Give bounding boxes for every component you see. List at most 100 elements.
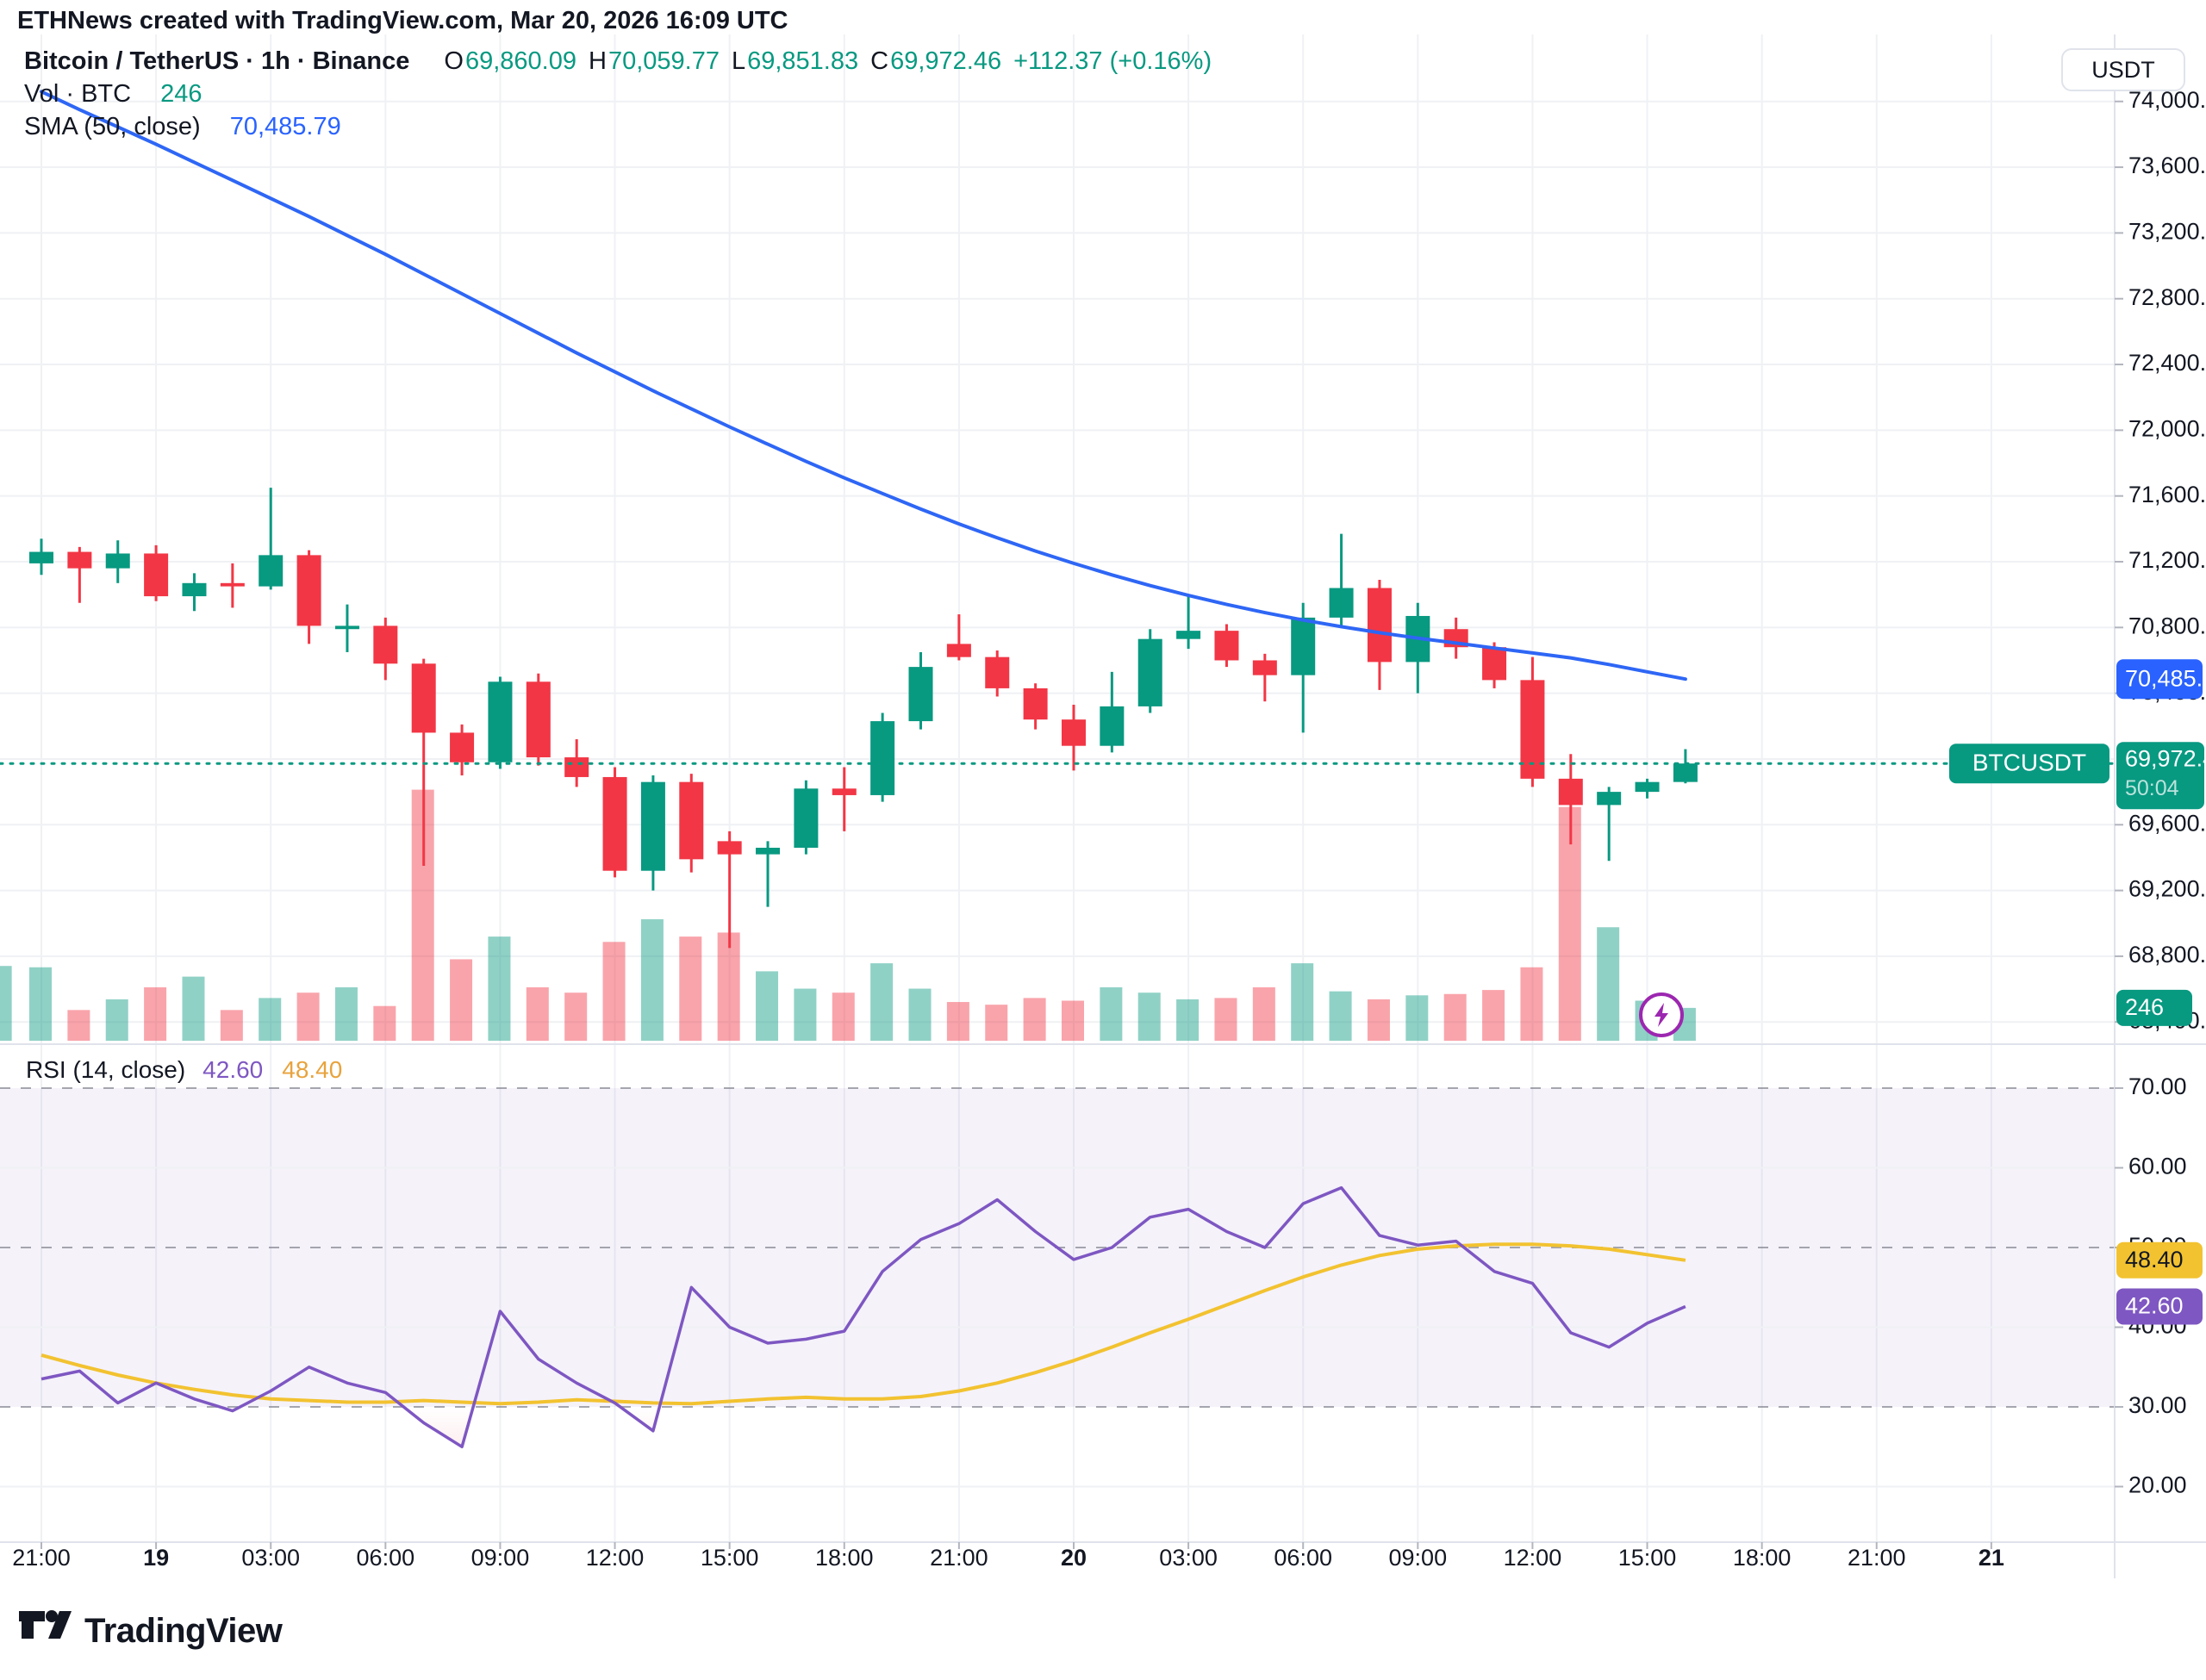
volume-value-tag-bg	[2116, 989, 2192, 1026]
volume-bar	[259, 998, 282, 1041]
symbol-price-label-bg	[1949, 744, 2109, 784]
candle	[1367, 579, 1392, 690]
price-axis-label: 72,800.00	[2128, 284, 2206, 310]
candle	[259, 488, 284, 590]
sma-label: SMA (50, close)	[24, 113, 201, 140]
current-price-tag: 69,972.46 50:04	[2116, 742, 2206, 810]
price-axis-label: 70,800.00	[2128, 613, 2206, 638]
volume-bar	[1520, 967, 1543, 1041]
volume-bar	[985, 1005, 1008, 1041]
candle	[296, 550, 321, 644]
currency-usdt-button[interactable]: USDT	[2061, 48, 2185, 91]
candle-body	[1291, 617, 1316, 675]
candle	[1482, 642, 1507, 688]
volume-bar	[526, 987, 549, 1041]
symbol-title: Bitcoin / TetherUS · 1h · Binance	[24, 47, 410, 75]
rsi-ma-line	[41, 1242, 1686, 1406]
volume-bar	[182, 976, 205, 1041]
low-label: L	[731, 47, 746, 75]
candle	[602, 767, 627, 878]
candle	[946, 614, 971, 661]
candle-body	[756, 847, 781, 855]
volume-label: Vol · BTC	[24, 80, 132, 108]
volume-bar	[220, 1010, 243, 1041]
time-axis-label: 18:00	[815, 1545, 874, 1571]
time-axis-label: 20	[1061, 1545, 1087, 1571]
time-axis-label: 03:00	[1159, 1545, 1218, 1571]
rsi-legend: RSI (14, close) 42.60 48.40	[26, 1056, 342, 1084]
footer: TradingView	[19, 1609, 283, 1653]
time-axis-label: 03:00	[241, 1545, 300, 1571]
rsi-value-tag-bg	[2116, 1288, 2203, 1325]
candle-body	[1635, 781, 1660, 793]
volume-bar	[870, 963, 894, 1041]
time-axis-label: 21:00	[930, 1545, 988, 1571]
volume-bar	[1214, 998, 1237, 1041]
candle	[756, 841, 781, 907]
candle-body	[1176, 631, 1201, 639]
close-label: C	[870, 47, 889, 75]
candle-body	[602, 776, 627, 871]
candle-body	[1100, 706, 1125, 746]
candle-body	[1252, 660, 1277, 675]
time-axis-label: 19	[143, 1545, 169, 1571]
header-note: ETHNews created with TradingView.com, Ma…	[17, 7, 788, 34]
candle-body	[1214, 631, 1239, 661]
candle-body	[946, 644, 971, 657]
candle-body	[488, 681, 513, 762]
volume-bar	[105, 999, 128, 1041]
volume-bar	[1482, 990, 1505, 1041]
candle-body	[296, 555, 321, 626]
volume-series	[0, 789, 1696, 1041]
volume-bar	[450, 959, 473, 1041]
time-axis[interactable]: 21:00 19 03:00 06:00 09:00 12:00 15:00 18:00 21:…	[12, 1542, 2004, 1571]
symbol-row: Bitcoin / TetherUS · 1h · Binance O 69,8…	[24, 45, 1212, 78]
volume-bar	[794, 988, 817, 1041]
time-axis-label: 09:00	[1389, 1545, 1448, 1571]
high-label: H	[588, 47, 607, 75]
time-axis-label: 15:00	[1618, 1545, 1677, 1571]
volume-bar	[1329, 991, 1352, 1041]
volume-bar	[373, 1005, 396, 1041]
rsi-ma-tag-bg	[2116, 1241, 2203, 1279]
candle-body	[334, 625, 359, 630]
candle	[334, 604, 359, 652]
candle	[373, 617, 398, 681]
volume-bar	[1558, 806, 1581, 1041]
symbol-legend: Bitcoin / TetherUS · 1h · Binance O 69,8…	[24, 45, 1212, 143]
low-value: 69,851.83	[747, 47, 859, 75]
volume-bar	[144, 987, 167, 1041]
rsi-axis-label: 70.00	[2128, 1073, 2187, 1099]
volume-bar	[29, 967, 52, 1041]
time-axis-label: 12:00	[1504, 1545, 1562, 1571]
sma-price-tag: 70,485.79	[2116, 659, 2206, 700]
symbol-price-label: BTCUSDT	[1949, 744, 2109, 784]
time-axis-label: 21:00	[12, 1545, 71, 1571]
open-value: 69,860.09	[464, 47, 576, 75]
candle-body	[450, 732, 475, 762]
volume-bar	[1061, 1000, 1084, 1041]
time-axis-label: 06:00	[357, 1545, 415, 1571]
candle	[1635, 778, 1660, 799]
volume-bar	[717, 932, 740, 1041]
candle	[1597, 787, 1622, 862]
volume-value-tag: 246	[2116, 989, 2192, 1026]
candle-body	[1597, 792, 1622, 806]
volume-bar	[1252, 987, 1275, 1041]
candle	[1673, 749, 1698, 784]
sma-price-tag-bg	[2116, 659, 2203, 700]
candle-body	[794, 788, 819, 848]
boost-button[interactable]	[1639, 992, 1684, 1037]
rsi-axis-label: 60.00	[2128, 1154, 2187, 1179]
volume-bar	[1176, 999, 1200, 1041]
volume-bar	[488, 936, 511, 1041]
rsi-axis-label: 30.00	[2128, 1392, 2187, 1418]
volume-bar	[640, 918, 664, 1041]
volume-value: 246	[160, 80, 203, 108]
candle-body	[411, 663, 436, 733]
candle	[908, 651, 933, 730]
price-axis[interactable]: 74,000.0073,600.0073,200.0072,800.0072,4…	[2115, 87, 2206, 1033]
candle	[526, 673, 551, 766]
sma-row: SMA (50, close) 70,485.79	[24, 110, 1212, 143]
